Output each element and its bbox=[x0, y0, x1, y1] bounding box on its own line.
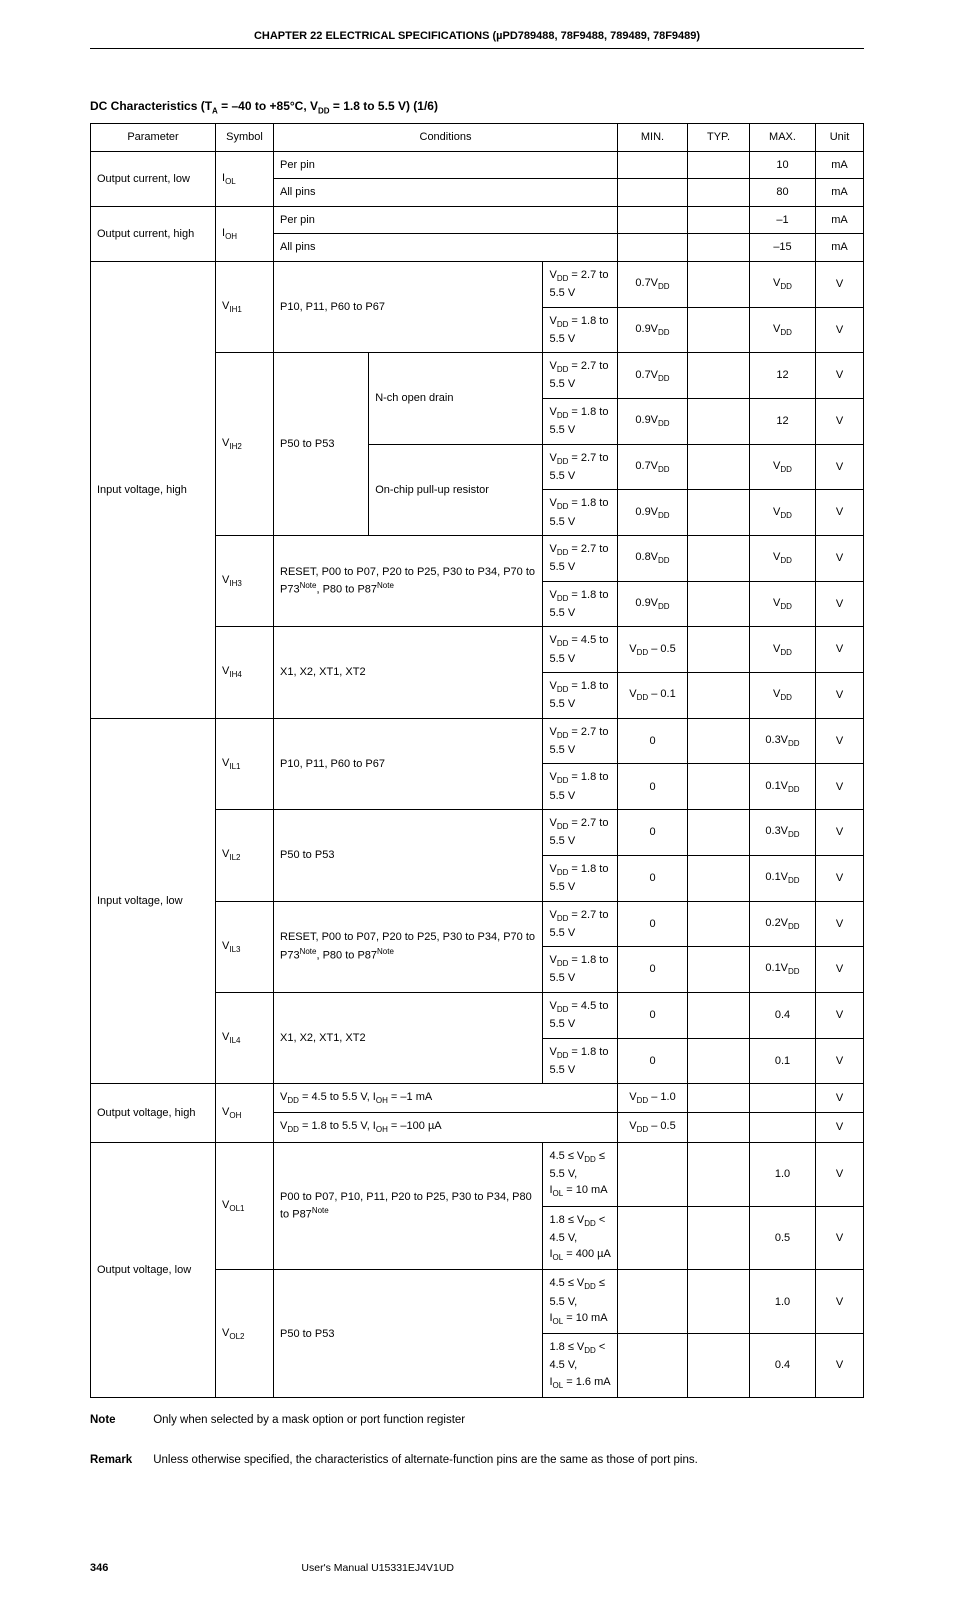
title-text: DC Characteristics (T bbox=[90, 99, 212, 113]
symbol-cell: VIL4 bbox=[216, 992, 274, 1083]
max-cell: 80 bbox=[750, 179, 816, 207]
param-cell: Output current, low bbox=[91, 151, 216, 206]
note-label: Note bbox=[90, 1410, 150, 1432]
cond-cell: VDD = 2.7 to 5.5 V bbox=[543, 444, 618, 490]
table-row: Output voltage, high VOH VDD = 4.5 to 5.… bbox=[91, 1084, 864, 1113]
min-cell bbox=[618, 151, 688, 179]
table-row: Output current, low IOL Per pin 10 mA bbox=[91, 151, 864, 179]
unit-cell: mA bbox=[816, 234, 864, 262]
section-title: DC Characteristics (TA = –40 to +85°C, V… bbox=[90, 99, 864, 115]
max-cell: –15 bbox=[750, 234, 816, 262]
symbol-cell: VIH2 bbox=[216, 353, 274, 536]
symbol-cell: VOH bbox=[216, 1084, 274, 1142]
cond-cell: P50 to P53 bbox=[274, 810, 543, 901]
cond-cell: P50 to P53 bbox=[274, 1270, 543, 1398]
remark-text: Unless otherwise specified, the characte… bbox=[153, 1450, 857, 1472]
symbol-cell: VOL2 bbox=[216, 1270, 274, 1398]
cond-cell: VDD = 1.8 to 5.5 V bbox=[543, 490, 618, 536]
th-unit: Unit bbox=[816, 124, 864, 152]
chapter-header: CHAPTER 22 ELECTRICAL SPECIFICATIONS (µP… bbox=[90, 30, 864, 49]
cond-cell: P50 to P53 bbox=[274, 353, 369, 536]
cond-cell: P10, P11, P60 to P67 bbox=[274, 718, 543, 809]
symbol-cell: VIL3 bbox=[216, 901, 274, 992]
cond-cell: VDD = 2.7 to 5.5 V bbox=[543, 718, 618, 764]
symbol-cell: VIH1 bbox=[216, 261, 274, 352]
param-cell: Input voltage, high bbox=[91, 261, 216, 718]
cond-cell: VDD = 1.8 to 5.5 V bbox=[543, 307, 618, 353]
th-max: MAX. bbox=[750, 124, 816, 152]
remark-label: Remark bbox=[90, 1450, 150, 1472]
symbol-cell: VOL1 bbox=[216, 1142, 274, 1270]
max-cell: –1 bbox=[750, 206, 816, 234]
min-cell: 0.7VDD bbox=[618, 261, 688, 307]
cond-cell: RESET, P00 to P07, P20 to P25, P30 to P3… bbox=[274, 901, 543, 992]
param-cell: Output current, high bbox=[91, 206, 216, 261]
th-symbol: Symbol bbox=[216, 124, 274, 152]
cond-cell: 4.5 ≤ VDD ≤ 5.5 V,IOL = 10 mA bbox=[543, 1270, 618, 1334]
cond-cell: On-chip pull-up resistor bbox=[369, 444, 543, 535]
cond-cell: Per pin bbox=[274, 206, 618, 234]
max-cell: 10 bbox=[750, 151, 816, 179]
note-block: Note Only when selected by a mask option… bbox=[90, 1410, 864, 1432]
page-number: 346 bbox=[90, 1562, 108, 1574]
unit-cell: mA bbox=[816, 206, 864, 234]
param-cell: Output voltage, high bbox=[91, 1084, 216, 1142]
cond-cell: RESET, P00 to P07, P20 to P25, P30 to P3… bbox=[274, 536, 543, 627]
title-text: = –40 to +85°C, V bbox=[218, 99, 318, 113]
param-cell: Input voltage, low bbox=[91, 718, 216, 1084]
symbol-cell: VIH3 bbox=[216, 536, 274, 627]
max-cell: VDD bbox=[750, 261, 816, 307]
cond-cell: All pins bbox=[274, 179, 618, 207]
symbol-cell: VIH4 bbox=[216, 627, 274, 718]
table-row: Output current, high IOH Per pin –1 mA bbox=[91, 206, 864, 234]
page-container: CHAPTER 22 ELECTRICAL SPECIFICATIONS (µP… bbox=[0, 0, 954, 1614]
cond-cell: VDD = 2.7 to 5.5 V bbox=[543, 353, 618, 399]
th-typ: TYP. bbox=[688, 124, 750, 152]
symbol-cell: IOH bbox=[216, 206, 274, 261]
title-text: = 1.8 to 5.5 V) (1/6) bbox=[330, 99, 438, 113]
cond-cell: X1, X2, XT1, XT2 bbox=[274, 992, 543, 1083]
header-row: Parameter Symbol Conditions MIN. TYP. MA… bbox=[91, 124, 864, 152]
page-footer: 346 User's Manual U15331EJ4V1UD bbox=[90, 1562, 864, 1574]
cond-cell: VDD = 1.8 to 5.5 V bbox=[543, 581, 618, 627]
symbol-cell: VIL2 bbox=[216, 810, 274, 901]
cond-cell: VDD = 2.7 to 5.5 V bbox=[543, 261, 618, 307]
th-min: MIN. bbox=[618, 124, 688, 152]
cond-cell: All pins bbox=[274, 234, 618, 262]
note-text: Only when selected by a mask option or p… bbox=[153, 1414, 465, 1426]
typ-cell bbox=[688, 151, 750, 179]
symbol-cell: VIL1 bbox=[216, 718, 274, 809]
cond-cell: N-ch open drain bbox=[369, 353, 543, 444]
cond-cell: 1.8 ≤ VDD < 4.5 V,IOL = 400 µA bbox=[543, 1206, 618, 1270]
unit-cell: mA bbox=[816, 151, 864, 179]
unit-cell: V bbox=[816, 261, 864, 307]
th-parameter: Parameter bbox=[91, 124, 216, 152]
symbol-cell: IOL bbox=[216, 151, 274, 206]
cond-cell: 1.8 ≤ VDD < 4.5 V,IOL = 1.6 mA bbox=[543, 1334, 618, 1398]
cond-cell: P10, P11, P60 to P67 bbox=[274, 261, 543, 352]
title-sub: DD bbox=[318, 106, 330, 115]
cond-cell: VDD = 2.7 to 5.5 V bbox=[543, 536, 618, 582]
unit-cell: mA bbox=[816, 179, 864, 207]
cond-cell: VDD = 1.8 to 5.5 V bbox=[543, 673, 618, 719]
table-row: Input voltage, low VIL1 P10, P11, P60 to… bbox=[91, 718, 864, 764]
cond-cell: X1, X2, XT1, XT2 bbox=[274, 627, 543, 718]
cond-cell: VDD = 4.5 to 5.5 V bbox=[543, 627, 618, 673]
th-conditions: Conditions bbox=[274, 124, 618, 152]
cond-cell: P00 to P07, P10, P11, P20 to P25, P30 to… bbox=[274, 1142, 543, 1270]
param-cell: Output voltage, low bbox=[91, 1142, 216, 1398]
cond-cell: 4.5 ≤ VDD ≤ 5.5 V,IOL = 10 mA bbox=[543, 1142, 618, 1206]
spec-table: Parameter Symbol Conditions MIN. TYP. MA… bbox=[90, 123, 864, 1398]
manual-id: User's Manual U15331EJ4V1UD bbox=[301, 1562, 454, 1574]
table-row: Input voltage, high VIH1 P10, P11, P60 t… bbox=[91, 261, 864, 307]
remark-block: Remark Unless otherwise specified, the c… bbox=[90, 1450, 864, 1472]
cond-cell: Per pin bbox=[274, 151, 618, 179]
cond-cell: VDD = 1.8 to 5.5 V bbox=[543, 398, 618, 444]
table-row: Output voltage, low VOL1 P00 to P07, P10… bbox=[91, 1142, 864, 1206]
cond-cell: VDD = 1.8 to 5.5 V, IOH = –100 µA bbox=[274, 1113, 618, 1142]
cond-cell: VDD = 4.5 to 5.5 V, IOH = –1 mA bbox=[274, 1084, 618, 1113]
